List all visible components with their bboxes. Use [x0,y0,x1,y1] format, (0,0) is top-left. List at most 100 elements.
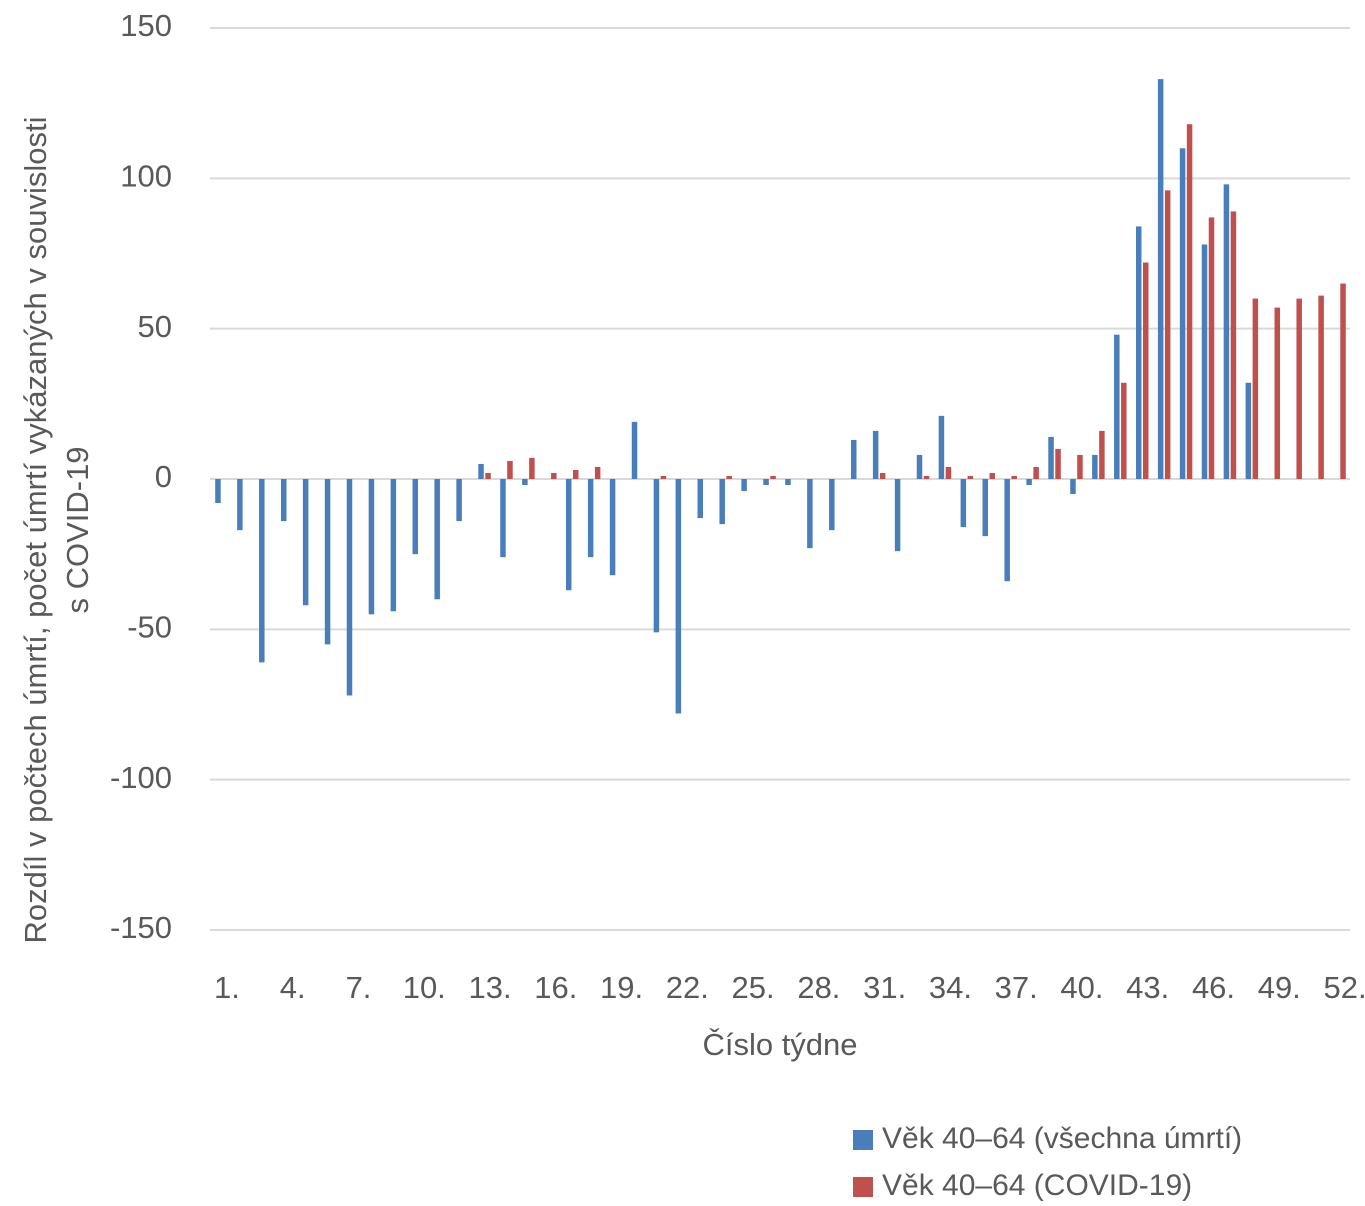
x-tick-label: 49. [1258,970,1301,1005]
bar [967,475,974,479]
bar [916,454,923,479]
bar [368,479,375,615]
bar [412,479,419,555]
bar [1274,307,1281,479]
x-tick-label: 16. [534,970,577,1005]
bar [1011,475,1017,479]
legend-swatch [853,1177,873,1197]
x-tick-label: 31. [863,970,906,1005]
bar [1179,148,1186,479]
bar [1157,79,1164,479]
bar [302,479,309,606]
bar [215,479,221,504]
x-axis-title: Číslo týdne [702,1027,857,1062]
y-tick-label: -100 [110,760,172,795]
bar [594,466,601,479]
x-tick-label: 19. [600,970,643,1005]
x-tick-label: 10. [403,970,446,1005]
bar [1340,283,1346,479]
y-axis-title: Rozdíl v počtech úmrtí, počet úmrtí vyká… [18,117,53,944]
x-tick-label: 52. [1323,970,1365,1005]
bar [237,479,243,531]
bar [675,479,682,714]
bar [434,479,440,600]
bar [850,439,857,479]
bar [1135,226,1142,479]
bar [770,475,776,479]
bar [1033,466,1039,479]
bar [660,475,667,479]
bar [960,479,967,528]
bar [587,479,594,558]
x-tick-label: 40. [1060,970,1103,1005]
bar [1077,454,1083,479]
bar [1114,334,1120,479]
x-tick-label: 37. [995,970,1038,1005]
bar [872,430,879,479]
y-axis-title: s COVID-19 [60,446,95,613]
bar [551,472,557,479]
bar [522,479,528,486]
bar [829,479,835,531]
bar [1230,211,1237,479]
bar [456,479,462,522]
bar [763,479,769,486]
bar [719,479,725,525]
bar [989,472,996,479]
y-tick-label: 150 [120,8,172,43]
bar [390,479,397,612]
bar [1092,454,1098,479]
bar [1121,382,1127,479]
y-tick-label: 0 [155,459,172,494]
bar [726,475,732,479]
bar [894,479,901,552]
bar [923,475,930,479]
bar [609,479,616,576]
bar [259,479,265,663]
bar [280,479,287,522]
bar [1099,430,1105,479]
bar [807,479,813,549]
x-tick-label: 43. [1126,970,1169,1005]
bar [1208,217,1215,480]
bar [697,479,704,519]
x-tick-label: 7. [346,970,372,1005]
bar [507,460,513,479]
legend-label: Věk 40–64 (všechna úmrtí) [882,1122,1242,1155]
bar [1142,262,1149,479]
bar [485,472,491,479]
bar [1201,244,1208,479]
bar [1164,190,1171,480]
bar [879,472,886,479]
y-tick-label: -150 [110,910,172,945]
bar [741,479,747,492]
bar [478,463,484,479]
bar [1026,479,1032,486]
x-tick-label: 28. [797,970,840,1005]
bar [500,479,506,558]
bar [653,479,660,633]
y-tick-label: 100 [120,159,172,194]
bar [1055,448,1061,479]
bar [1070,479,1076,495]
bar [1296,298,1302,479]
x-tick-label: 34. [929,970,972,1005]
x-tick-label: 13. [468,970,511,1005]
bar [1223,184,1230,479]
bar [1252,298,1259,479]
x-tick-label: 4. [280,970,306,1005]
bar [1318,295,1324,479]
legend-swatch [853,1130,873,1150]
bar [938,415,945,479]
bar [1004,479,1010,582]
y-tick-label: -50 [127,610,172,645]
bar [1245,382,1252,479]
bar [324,479,331,645]
x-tick-label: 46. [1192,970,1235,1005]
bar [945,466,952,479]
bar [565,479,572,591]
bar [631,421,638,479]
y-tick-label: 50 [138,309,172,344]
